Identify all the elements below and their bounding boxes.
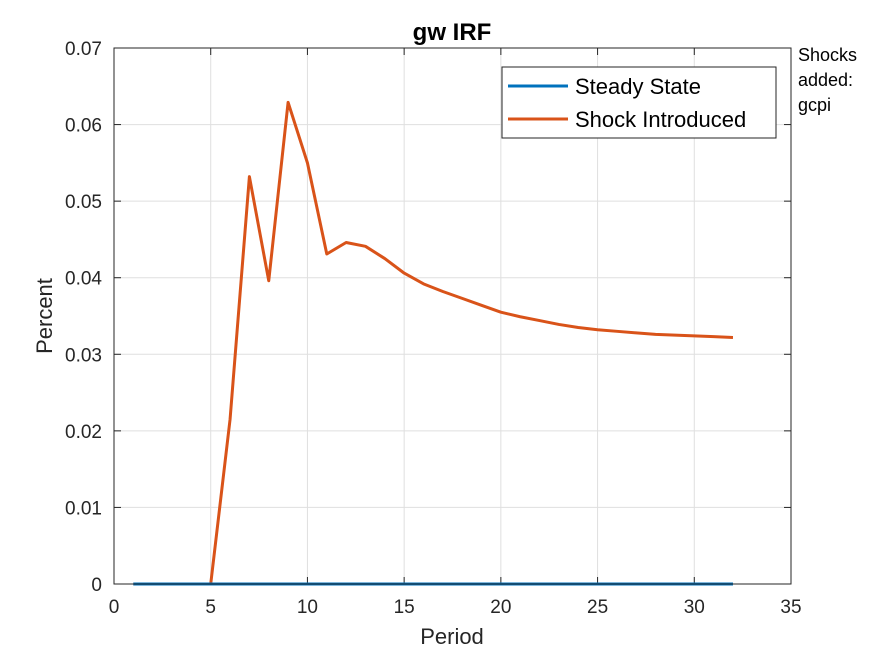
annotation-line-3: gcpi [798, 95, 831, 115]
annotation-line-2: added: [798, 70, 853, 90]
y-tick-label: 0.05 [65, 192, 102, 213]
y-tick-labels: 0 0.01 0.02 0.03 0.04 0.05 0.06 0.07 [65, 39, 102, 596]
legend-box [501, 66, 777, 139]
axes-box [113, 47, 792, 585]
y-tick-label: 0 [91, 575, 102, 596]
x-tick-label: 15 [394, 597, 415, 618]
annotation-line-1: Shocks [798, 45, 857, 65]
y-axis-label: Percent [32, 278, 57, 354]
legend: Steady State Shock Introduced [501, 66, 777, 139]
series-line-shock-introduced [133, 100, 734, 586]
x-axis-label: Period [420, 624, 484, 649]
chart-title: gw IRF [413, 19, 492, 46]
x-tick-label: 10 [297, 597, 318, 618]
legend-label-steady-state: Steady State [575, 74, 701, 99]
shocks-annotation: Shocks added: gcpi [798, 45, 857, 115]
y-tick-label: 0.02 [65, 422, 102, 443]
y-tick-label: 0.03 [65, 345, 102, 366]
x-tick-label: 20 [490, 597, 511, 618]
y-tick-label: 0.01 [65, 498, 102, 519]
y-tick-label: 0.04 [65, 269, 102, 290]
x-tick-label: 35 [780, 597, 801, 618]
legend-label-shock-introduced: Shock Introduced [575, 107, 746, 132]
x-tick-label: 0 [109, 597, 120, 618]
x-tick-label: 5 [205, 597, 216, 618]
y-tick-label: 0.07 [65, 39, 102, 60]
x-tick-labels: 0 5 10 15 20 25 30 35 [109, 597, 802, 618]
x-tick-label: 25 [587, 597, 608, 618]
x-tick-label: 30 [684, 597, 705, 618]
y-tick-label: 0.06 [65, 116, 102, 137]
